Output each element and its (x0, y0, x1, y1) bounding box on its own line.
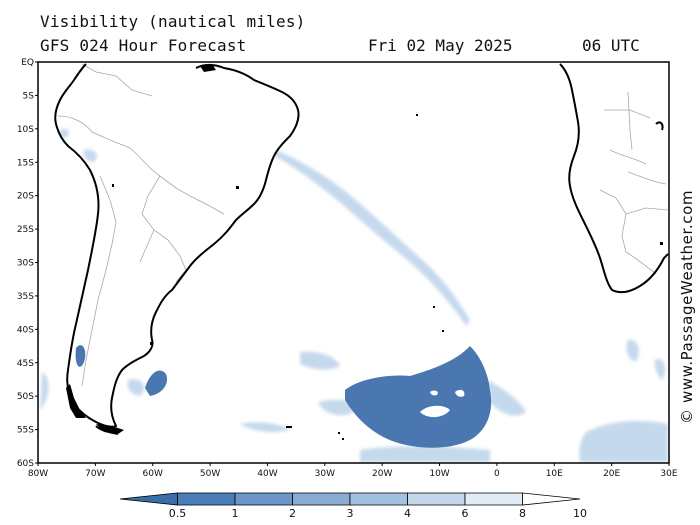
longitude-axis: 80W 70W 60W 50W 40W 30W 20W 10W 0 10E 20E 30E (28, 463, 678, 479)
colorbar-label: 8 (519, 507, 526, 520)
lat-tick-label: 30S (17, 259, 34, 269)
colorbar-label: 3 (347, 507, 354, 520)
colorbar-label: 4 (404, 507, 411, 520)
lon-tick-label: 40W (257, 469, 277, 479)
lon-tick-label: 80W (28, 469, 48, 479)
lon-tick-label: 20E (603, 469, 620, 479)
colorbar-swatch (292, 492, 351, 506)
lat-tick-label: 45S (17, 359, 34, 369)
lon-tick-label: 0 (494, 469, 500, 479)
colorbar-label: 1 (232, 507, 239, 520)
lon-tick-label: 30E (660, 469, 677, 479)
lat-tick-label: 35S (17, 292, 34, 302)
lon-tick-label: 10W (429, 469, 449, 479)
colorbar-swatch (119, 492, 178, 506)
colorbar-label: 6 (462, 507, 469, 520)
fog-holes (420, 389, 465, 418)
lat-tick-label: 60S (17, 459, 34, 469)
coastline-africa (559, 63, 669, 294)
lat-tick-label: 15S (17, 158, 34, 168)
colorbar-label: 10 (573, 507, 587, 520)
light-visibility-areas (40, 128, 668, 462)
forecast-time: 06 UTC (582, 36, 640, 55)
coastline-south-america (54, 63, 300, 435)
lon-tick-label: 10E (546, 469, 563, 479)
map-subtitle: GFS 024 Hour Forecast (40, 36, 247, 55)
lon-tick-label: 30W (315, 469, 335, 479)
colorbar-label: 0.5 (169, 507, 187, 520)
lon-tick-label: 70W (85, 469, 105, 479)
lat-tick-label: 40S (17, 325, 34, 335)
lat-tick-label: 55S (17, 426, 34, 436)
lat-tick-label: 5S (23, 91, 35, 101)
colorbar-swatch (177, 492, 236, 506)
map-layers (40, 63, 669, 462)
lat-tick-label: 50S (17, 392, 34, 402)
colorbar-swatch (349, 492, 408, 506)
lat-tick-label: 25S (17, 225, 34, 235)
low-visibility-areas (75, 345, 492, 448)
latitude-axis: EQ 5S 10S 15S 20S 25S 30S 35S 40S 45S 50S 55S 60S (17, 58, 38, 469)
lat-tick-label: EQ (21, 58, 34, 68)
colorbar-swatch (522, 492, 581, 506)
colorbar-label: 2 (289, 507, 296, 520)
colorbar-swatch (464, 492, 523, 506)
forecast-date: Fri 02 May 2025 (368, 36, 513, 55)
lat-tick-label: 10S (17, 125, 34, 135)
lon-tick-label: 50W (200, 469, 220, 479)
country-borders (57, 63, 669, 387)
lon-tick-label: 60W (143, 469, 163, 479)
map-title: Visibility (nautical miles) (40, 12, 306, 31)
islands (66, 64, 663, 440)
visibility-colorbar: 0.5 1 2 3 4 6 8 10 (119, 492, 587, 520)
lon-tick-label: 20W (372, 469, 392, 479)
lat-tick-label: 20S (17, 192, 34, 202)
colorbar-swatch (234, 492, 293, 506)
colorbar-swatch (407, 492, 466, 506)
